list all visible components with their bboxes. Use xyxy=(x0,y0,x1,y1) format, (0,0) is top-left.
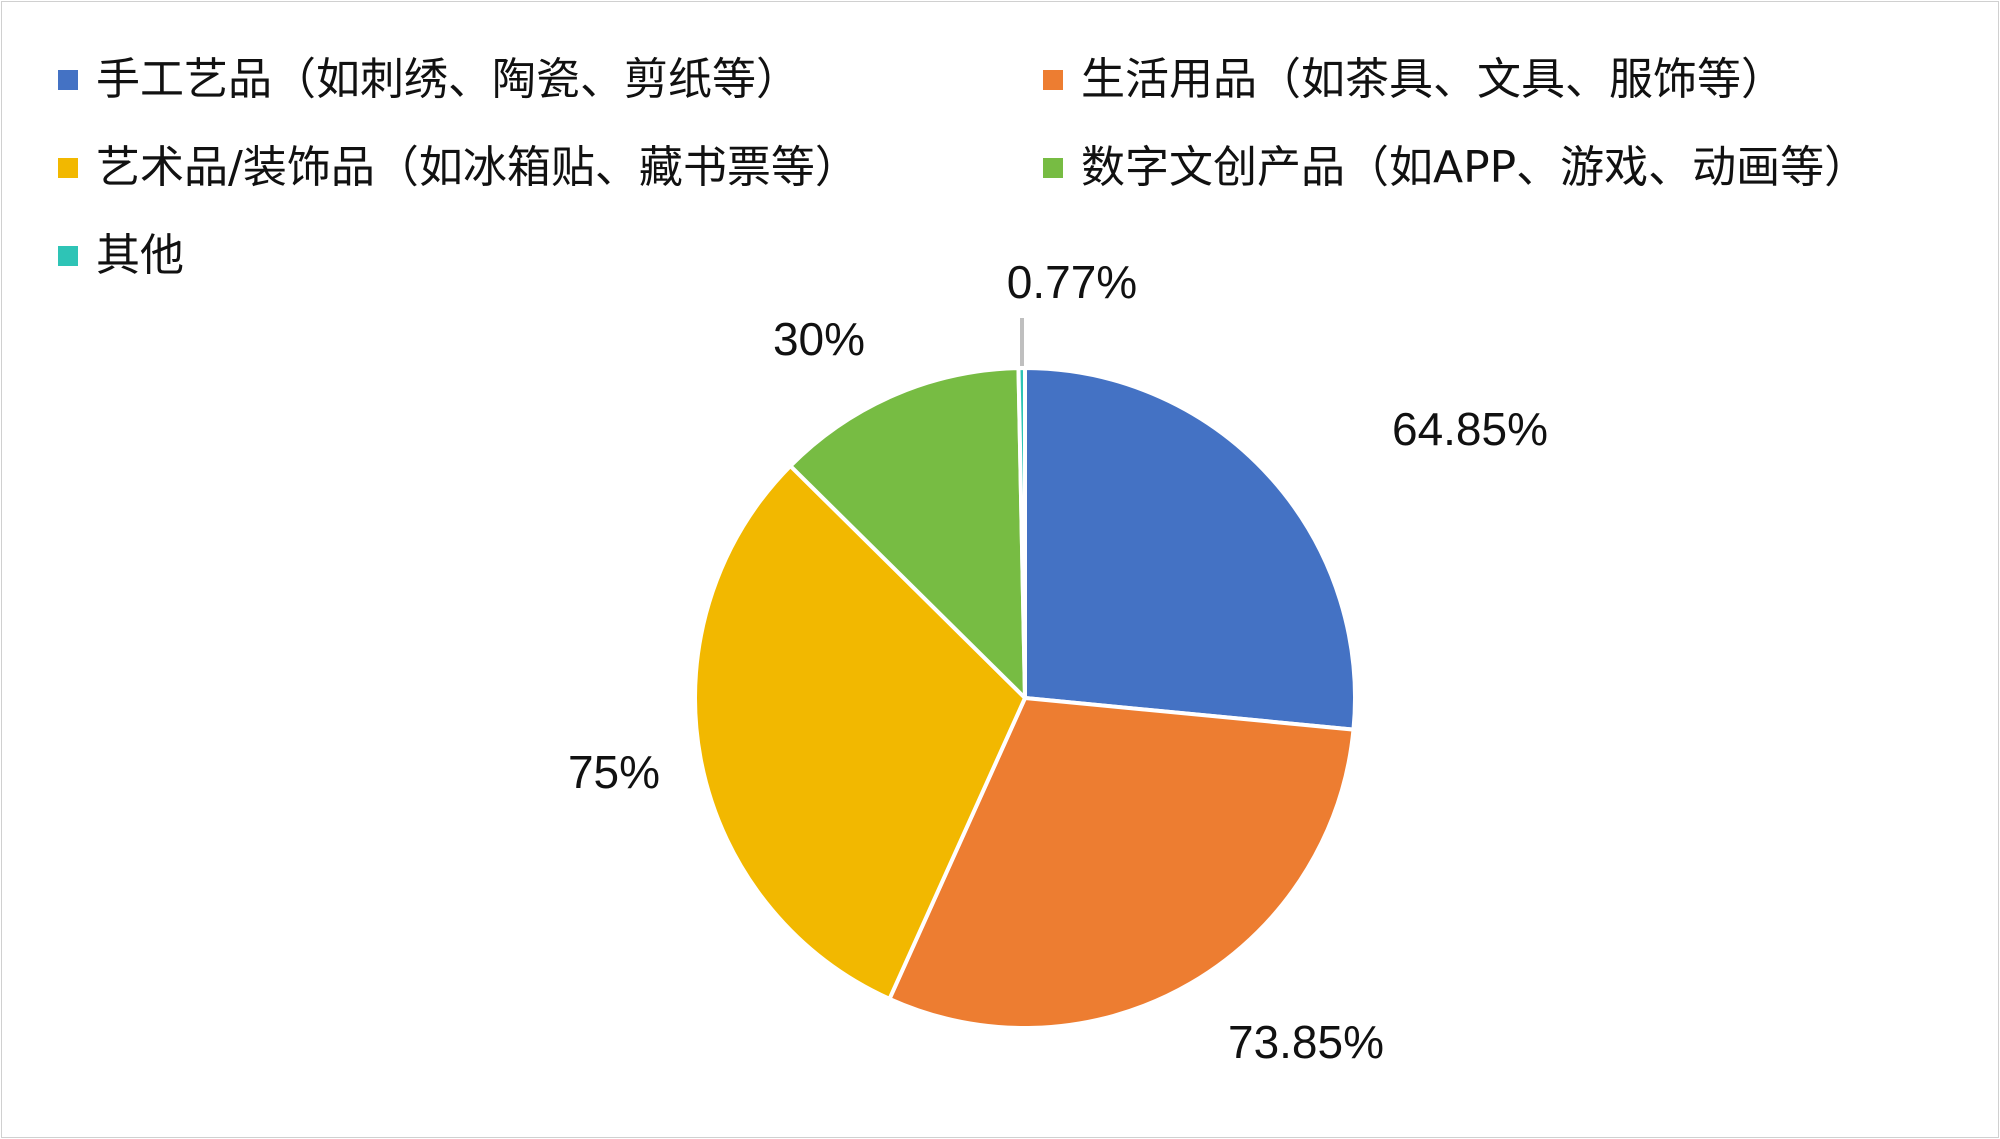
pie-slice-other xyxy=(1016,366,1027,700)
legend-label-art-decor: 艺术品/装饰品（如冰箱贴、藏书票等） xyxy=(96,142,859,193)
legend-swatch-daily-goods xyxy=(1043,70,1063,90)
data-label-digital: 30% xyxy=(773,313,865,365)
legend-item-daily-goods: 生活用品（如茶具、文具、服饰等） xyxy=(1043,50,1785,110)
legend-swatch-digital xyxy=(1043,158,1063,178)
data-label-handicrafts: 64.85% xyxy=(1392,403,1548,455)
pie-slice-daily-goods xyxy=(887,696,1356,1030)
pie-slice-digital xyxy=(788,366,1027,700)
legend-item-digital: 数字文创产品（如APP、游戏、动画等） xyxy=(1043,138,1868,198)
legend-item-art-decor: 艺术品/装饰品（如冰箱贴、藏书票等） xyxy=(58,138,859,198)
pie-slice-handicrafts xyxy=(1023,366,1357,732)
data-label-daily-goods: 73.85% xyxy=(1228,1016,1384,1068)
data-label-other: 0.77% xyxy=(1007,256,1137,308)
legend-swatch-other xyxy=(58,246,78,266)
pie-slice-art-decor xyxy=(693,463,1027,1001)
legend-label-daily-goods: 生活用品（如茶具、文具、服饰等） xyxy=(1081,54,1785,105)
legend-item-handicrafts: 手工艺品（如刺绣、陶瓷、剪纸等） xyxy=(58,50,800,110)
legend-label-handicrafts: 手工艺品（如刺绣、陶瓷、剪纸等） xyxy=(96,54,800,105)
data-label-art-decor: 75% xyxy=(568,746,660,798)
legend-item-other: 其他 xyxy=(58,226,184,286)
legend-swatch-art-decor xyxy=(58,158,78,178)
legend-swatch-handicrafts xyxy=(58,70,78,90)
legend-label-other: 其他 xyxy=(96,230,184,281)
legend-label-digital: 数字文创产品（如APP、游戏、动画等） xyxy=(1081,142,1869,193)
